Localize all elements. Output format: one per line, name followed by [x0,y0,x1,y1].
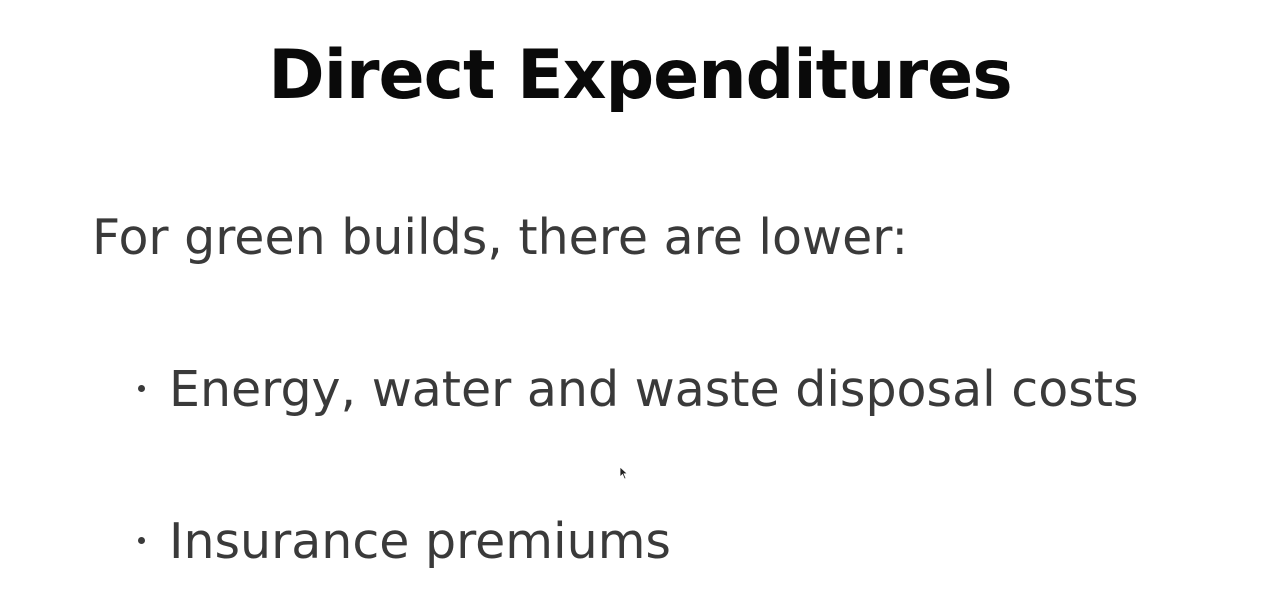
mouse-pointer-icon [619,466,629,480]
intro-text: For green builds, there are lower: [92,209,909,266]
bullet-item-energy-costs: Energy, water and waste disposal costs [138,356,1138,424]
slide-title: Direct Expenditures [268,36,1012,115]
bullet-dot-icon [138,537,145,544]
bullet-dot-icon [138,385,145,392]
bullet-item-insurance-premiums: Insurance premiums [138,508,671,576]
bullet-label: Insurance premiums [169,513,671,570]
bullet-label: Energy, water and waste disposal costs [169,361,1139,418]
